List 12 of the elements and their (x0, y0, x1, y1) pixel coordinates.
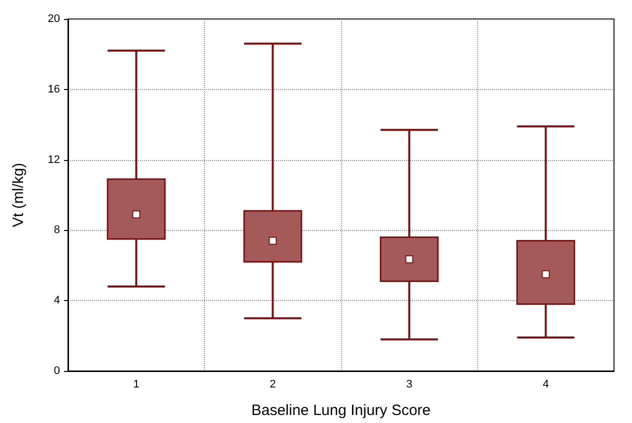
y-tick-label: 16 (48, 83, 60, 96)
y-tick-label: 0 (54, 365, 60, 377)
y-axis-title: Vt (ml/kg) (10, 162, 27, 228)
x-tick-label: 3 (406, 378, 412, 390)
y-tick-label: 20 (48, 13, 60, 25)
x-tick-label: 4 (542, 378, 549, 390)
x-axis-title: Baseline Lung Injury Score (251, 402, 431, 419)
y-tick-label: 8 (54, 224, 60, 236)
x-tick-label: 2 (270, 378, 276, 390)
x-tick-label: 1 (133, 378, 140, 390)
y-tick-label: 4 (54, 294, 60, 307)
y-tick-label: 12 (48, 154, 60, 166)
